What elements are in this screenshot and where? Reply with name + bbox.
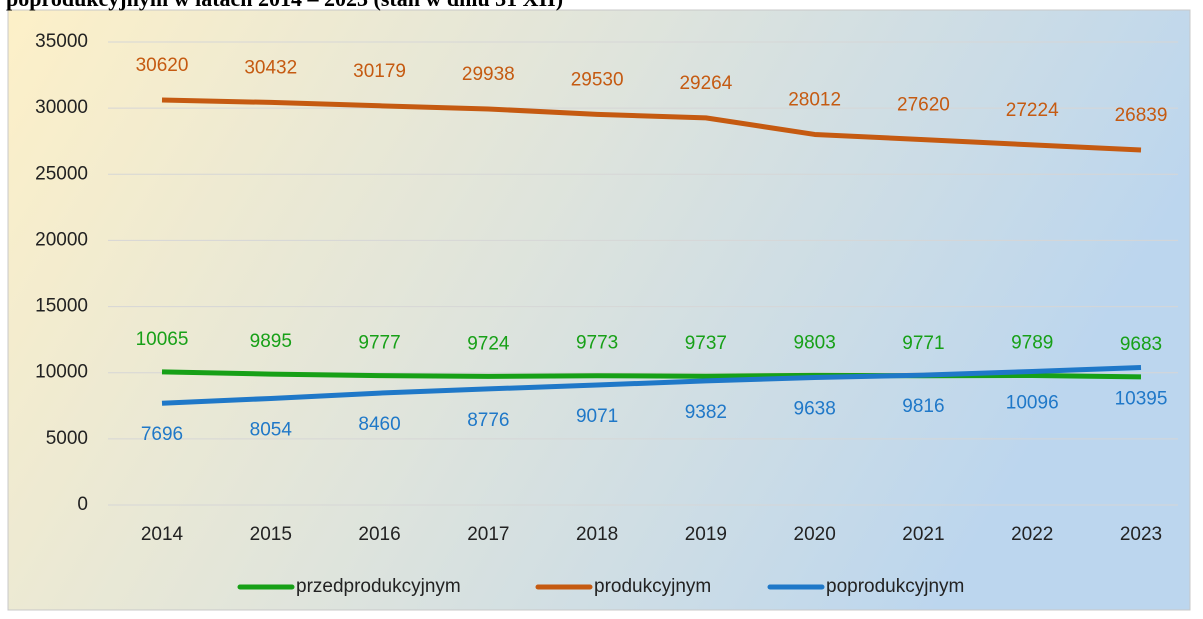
data-label: 9773 bbox=[576, 333, 618, 354]
y-tick-label: 35000 bbox=[35, 31, 88, 52]
y-tick-label: 0 bbox=[77, 494, 88, 515]
x-tick-label: 2018 bbox=[576, 524, 618, 545]
legend-label: produkcyjnym bbox=[594, 576, 711, 597]
data-label: 9816 bbox=[902, 396, 944, 417]
data-label: 9803 bbox=[794, 332, 836, 353]
chart-title: poprodukcyjnym w latach 2014 – 2023 (sta… bbox=[6, 0, 563, 11]
x-tick-label: 2014 bbox=[141, 524, 184, 545]
x-tick-label: 2016 bbox=[358, 524, 400, 545]
data-label: 30179 bbox=[353, 61, 406, 82]
data-label: 27224 bbox=[1006, 100, 1059, 121]
data-label: 7696 bbox=[141, 424, 183, 445]
data-label: 9382 bbox=[685, 402, 727, 423]
data-label: 30620 bbox=[136, 55, 189, 76]
data-label: 9638 bbox=[794, 399, 836, 420]
x-tick-label: 2015 bbox=[250, 524, 292, 545]
data-label: 29938 bbox=[462, 64, 515, 85]
x-tick-label: 2017 bbox=[467, 524, 509, 545]
data-label: 9683 bbox=[1120, 334, 1162, 355]
x-tick-label: 2023 bbox=[1120, 524, 1162, 545]
data-label: 29530 bbox=[571, 69, 624, 90]
y-tick-label: 25000 bbox=[35, 163, 88, 184]
y-tick-label: 15000 bbox=[35, 296, 88, 317]
data-label: 9737 bbox=[685, 333, 727, 354]
data-label: 9789 bbox=[1011, 333, 1053, 354]
x-tick-label: 2020 bbox=[794, 524, 836, 545]
series-line bbox=[161, 97, 1142, 153]
data-label: 10065 bbox=[136, 329, 189, 350]
chart-area bbox=[7, 9, 1191, 611]
data-label: 29264 bbox=[679, 73, 732, 94]
y-tick-label: 5000 bbox=[46, 428, 88, 449]
data-label: 30432 bbox=[244, 57, 297, 78]
data-label: 9724 bbox=[467, 333, 510, 354]
data-label: 9071 bbox=[576, 406, 618, 427]
data-label: 9771 bbox=[902, 333, 944, 354]
data-label: 28012 bbox=[788, 89, 841, 110]
series-line bbox=[161, 364, 1142, 406]
y-tick-label: 20000 bbox=[35, 229, 88, 250]
legend-label: poprodukcyjnym bbox=[826, 576, 964, 597]
data-label: 8054 bbox=[250, 419, 293, 440]
y-tick-label: 10000 bbox=[35, 362, 88, 383]
data-label: 10096 bbox=[1006, 392, 1059, 413]
x-tick-label: 2022 bbox=[1011, 524, 1053, 545]
data-label: 9895 bbox=[250, 331, 292, 352]
data-label: 26839 bbox=[1115, 105, 1168, 126]
data-label: 27620 bbox=[897, 95, 950, 116]
y-tick-label: 30000 bbox=[35, 97, 88, 118]
data-label: 8776 bbox=[467, 410, 509, 431]
legend-label: przedprodukcyjnym bbox=[296, 576, 461, 597]
data-label: 9777 bbox=[358, 333, 400, 354]
x-tick-label: 2021 bbox=[902, 524, 944, 545]
data-label: 8460 bbox=[358, 414, 400, 435]
x-tick-label: 2019 bbox=[685, 524, 727, 545]
data-label: 10395 bbox=[1115, 389, 1168, 410]
